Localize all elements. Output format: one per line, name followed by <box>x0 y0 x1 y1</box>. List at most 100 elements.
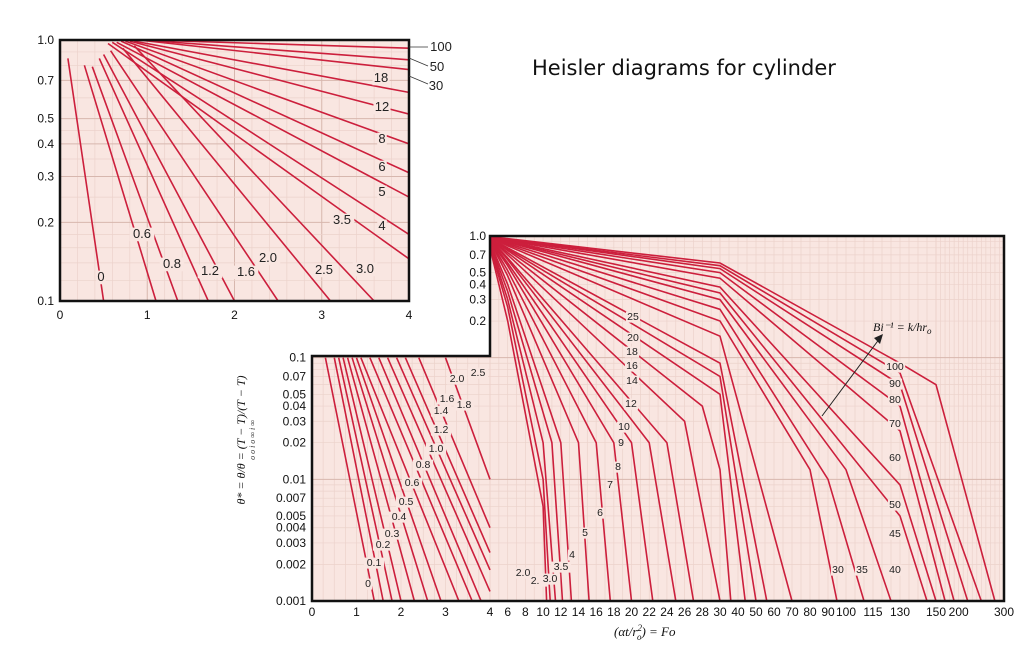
main-curve-label: 0.3 <box>381 528 403 540</box>
main-curve-label: 25 <box>625 311 641 323</box>
main-curve-label: 1.2 <box>430 424 452 436</box>
main-x-tick: 10 <box>536 605 550 619</box>
curve-label-text: 5 <box>582 527 588 539</box>
curve-label-text: 1.2 <box>434 424 449 436</box>
curve-label-bg <box>96 270 106 285</box>
curve-label-text: 2.5 <box>315 262 333 277</box>
main-y-tick: 0.001 <box>276 594 306 608</box>
inset-x-tick: 2 <box>231 308 238 322</box>
curve-label-text: 50 <box>889 499 901 511</box>
curve-label-bg <box>830 564 846 576</box>
inset-curve-30 <box>138 40 409 71</box>
inset-y-tick: 1.0 <box>37 33 54 47</box>
main-y-tick: 0.002 <box>276 557 306 571</box>
curve-label-bg <box>854 564 870 576</box>
curve-label-bg <box>373 100 391 115</box>
curve-label-text: 6 <box>378 159 385 174</box>
curve-label-bg <box>605 479 615 491</box>
main-x-tick: 50 <box>749 605 763 619</box>
main-curve-label: 14 <box>624 375 640 387</box>
inset-curve-label: 2.0 <box>255 250 281 266</box>
curve-label-text: 4 <box>378 218 385 233</box>
curve-label-text: 16 <box>626 360 638 372</box>
curve-label-text: 14 <box>626 375 638 387</box>
main-y-tick: 0.2 <box>469 314 486 328</box>
curve-label-text: 12 <box>375 99 389 114</box>
curve-label-bg <box>363 578 373 590</box>
curve-label-bg <box>625 311 641 323</box>
curve-label-text: 10 <box>618 421 630 433</box>
main-x-tick: 6 <box>504 605 511 619</box>
main-curve-100 <box>489 236 996 601</box>
curve-label-text: 1.4 <box>434 405 449 417</box>
main-frame <box>310 234 1006 603</box>
inset-y-tick: 0.5 <box>37 112 54 126</box>
main-curve-3.5 <box>489 243 564 601</box>
curve-label-bg <box>233 265 259 280</box>
curve-label-bg <box>624 346 640 358</box>
inset-curve-label: 6 <box>377 159 387 175</box>
main-y-tick: 0.01 <box>283 472 307 486</box>
curve-label-bg <box>887 528 903 540</box>
main-x-tick: 60 <box>767 605 781 619</box>
curve-label-text: 0 <box>365 578 371 590</box>
curve-label-bg <box>884 361 906 373</box>
main-y-tick: 0.03 <box>283 414 307 428</box>
main-y-tick: 0.04 <box>283 399 307 413</box>
main-y-tick: 0.003 <box>276 536 306 550</box>
curve-label-bg <box>377 132 387 147</box>
main-curve-2.0 <box>418 357 491 529</box>
main-curve-label: 0.8 <box>412 459 434 471</box>
main-x-tick: 8 <box>522 605 529 619</box>
inset-curve-3.0 <box>133 45 375 301</box>
curve-label-text: 30 <box>832 564 844 576</box>
curve-label-bg <box>887 452 903 464</box>
inset-curve-label: 12 <box>373 99 391 115</box>
main-x-tick: 24 <box>660 605 674 619</box>
main-x-tick: 16 <box>589 605 603 619</box>
x-label-sup: 2 <box>637 623 642 633</box>
main-curve-label: 18 <box>624 346 640 358</box>
curve-label-text: 18 <box>626 346 638 358</box>
main-y-tick: 1.0 <box>469 229 486 243</box>
main-curve-label: 0.4 <box>388 511 410 523</box>
main-curve-1.8 <box>404 357 491 553</box>
inset-x-tick: 1 <box>144 308 151 322</box>
page-title: Heisler diagrams for cylinder <box>532 56 836 80</box>
main-curve-label: 0.1 <box>363 557 385 569</box>
curve-labels: 00.60.8 1.2 1.62.02.5 3.03.5 456812181005030… <box>96 39 906 590</box>
curve-label-text: 6 <box>597 507 603 519</box>
curve-label-text: 0.3 <box>385 528 400 540</box>
curve-label-bg <box>623 398 639 410</box>
y-axis-label-group: θ* = θ/θ = (T − T)/(T − T)o o i o ∞ i ∞ <box>234 376 257 505</box>
inset-x-tick: 4 <box>406 308 413 322</box>
main-y-tick: 0.07 <box>283 370 307 384</box>
curve-label-text: 1.0 <box>429 443 444 455</box>
inset-curve-label: 5 <box>377 184 387 200</box>
inset-curve-1.2 <box>98 58 210 301</box>
main-curve-label: 50 <box>887 499 903 511</box>
main-curve-label: 1.8 <box>453 399 475 411</box>
curve-label-bg <box>255 251 281 266</box>
curve-label-text: 3.5 <box>554 561 569 573</box>
curve-label-text: 12 <box>625 398 637 410</box>
inset-curve-18 <box>134 40 409 94</box>
main-x-tick: 0 <box>309 605 316 619</box>
main-x-tick: 130 <box>890 605 910 619</box>
main-curve-20 <box>489 236 768 601</box>
curve-label-text: 0.2 <box>376 539 391 551</box>
main-curve-label: 0.2 <box>372 539 394 551</box>
main-x-tick: 40 <box>731 605 745 619</box>
main-y-tick: 0.004 <box>276 521 306 535</box>
inset-curve-label: 8 <box>377 131 387 147</box>
curve-label-text: 0.6 <box>405 477 420 489</box>
bi-annotation: Bi⁻¹ = k/hro <box>873 320 932 336</box>
main-y-tick: 0.3 <box>469 293 486 307</box>
bi-annotation-sub: o <box>927 326 932 336</box>
inset-curve-100 <box>147 40 409 49</box>
main-curve-label: 20 <box>625 332 641 344</box>
inset-curve-50 <box>142 40 409 61</box>
curve-label-bg <box>624 375 640 387</box>
main-x-tick: 14 <box>572 605 586 619</box>
y-axis-label: θ* = θ/θ = (T − T)/(T − T)o o i o ∞ i ∞ <box>234 376 257 505</box>
